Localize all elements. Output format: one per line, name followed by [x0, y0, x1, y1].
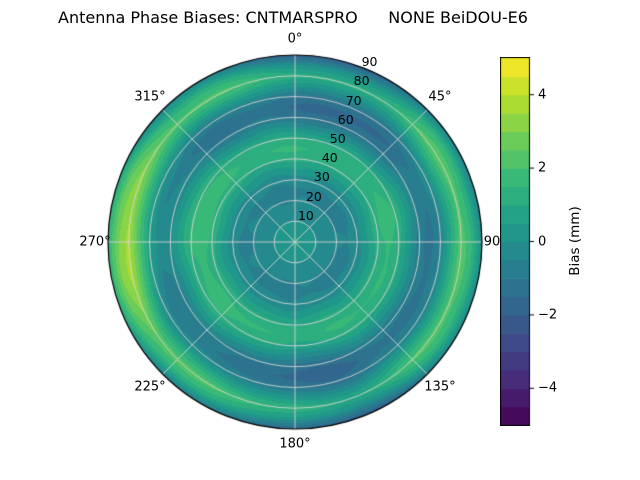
radial-tick-label-10: 10: [297, 207, 314, 223]
colorbar-tick-label-4: 4: [538, 87, 547, 103]
radial-tick-label-30: 30: [313, 169, 330, 185]
radial-tick-label-90: 90: [361, 53, 378, 69]
angular-tick-label-225: 225°: [134, 379, 166, 395]
colorbar-tick-label-2: 2: [538, 160, 547, 176]
colorbar-tick-label--2: −2: [538, 307, 558, 323]
radial-tick-label-60: 60: [337, 111, 354, 127]
colorbar-tick-label--4: −4: [538, 380, 558, 396]
colorbar-tick-label-0: 0: [538, 234, 547, 249]
radial-tick-label-40: 40: [321, 149, 338, 165]
angular-tick-label-45: 45°: [428, 89, 452, 105]
radial-tick-label-70: 70: [345, 92, 362, 108]
colorbar-axis-label: Bias (mm): [567, 206, 583, 276]
radial-tick-label-50: 50: [329, 130, 346, 146]
radial-tick-label-80: 80: [353, 73, 370, 89]
radial-tick-label-20: 20: [305, 188, 322, 204]
polar-contour-canvas: [95, 42, 495, 442]
angular-tick-label-90: 90: [483, 234, 501, 250]
angular-tick-label-180: 180°: [279, 436, 311, 452]
colorbar: [500, 57, 536, 426]
angular-tick-label-135: 135°: [424, 379, 456, 395]
chart-title: Antenna Phase Biases: CNTMARSPRO NONE Be…: [58, 8, 528, 27]
angular-tick-label-0: 0°: [287, 31, 303, 47]
angular-tick-label-315: 315°: [134, 89, 166, 105]
angular-tick-label-270: 270°: [79, 234, 111, 250]
